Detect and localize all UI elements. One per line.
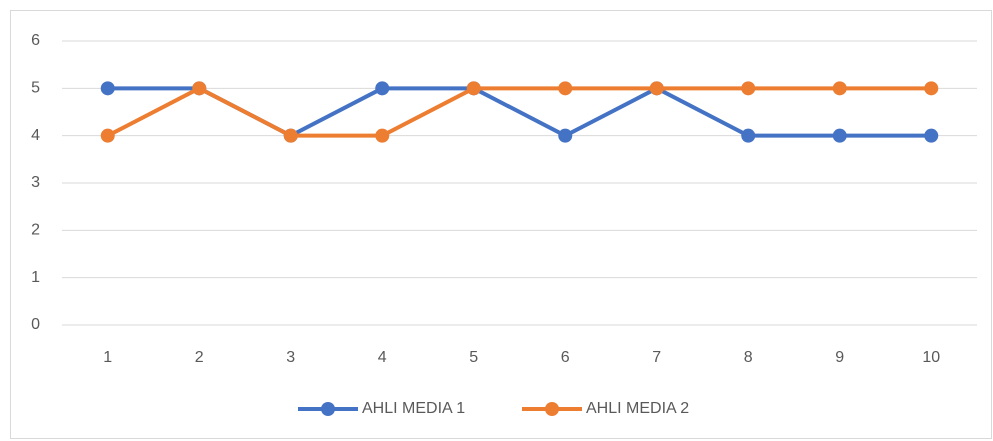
y-tick-label: 1: [31, 269, 40, 286]
data-point: [100, 128, 115, 143]
legend-label: AHLI MEDIA 1: [362, 400, 465, 417]
x-tick-label: 1: [103, 349, 112, 366]
data-point: [924, 128, 939, 143]
data-point: [558, 81, 573, 96]
y-tick-label: 4: [31, 127, 40, 144]
data-point: [832, 128, 847, 143]
x-tick-label: 5: [469, 349, 478, 366]
y-tick-label: 3: [31, 174, 40, 191]
y-tick-label: 5: [31, 80, 40, 97]
legend-label: AHLI MEDIA 2: [586, 400, 689, 417]
x-tick-label: 2: [195, 349, 204, 366]
data-point: [558, 128, 573, 143]
series-line: [106, 86, 932, 138]
data-point: [283, 128, 298, 143]
x-tick-label: 7: [652, 349, 661, 366]
data-point: [649, 81, 664, 96]
y-tick-label: 0: [31, 316, 40, 333]
chart-border: [10, 10, 992, 439]
data-point: [100, 81, 115, 96]
data-point: [924, 81, 939, 96]
x-tick-label: 10: [922, 349, 940, 366]
x-tick-label: 6: [561, 349, 570, 366]
x-tick-label: 8: [744, 349, 753, 366]
y-tick-label: 2: [31, 222, 40, 239]
data-point: [741, 81, 756, 96]
x-tick-label: 4: [378, 349, 387, 366]
data-point: [375, 128, 390, 143]
data-point: [192, 81, 207, 96]
data-point: [375, 81, 390, 96]
x-tick-label: 3: [286, 349, 295, 366]
legend-marker: [545, 402, 559, 416]
legend-marker: [321, 402, 335, 416]
data-point: [466, 81, 481, 96]
x-tick-label: 9: [835, 349, 844, 366]
data-point: [741, 128, 756, 143]
data-point: [832, 81, 847, 96]
y-tick-label: 6: [31, 32, 40, 49]
